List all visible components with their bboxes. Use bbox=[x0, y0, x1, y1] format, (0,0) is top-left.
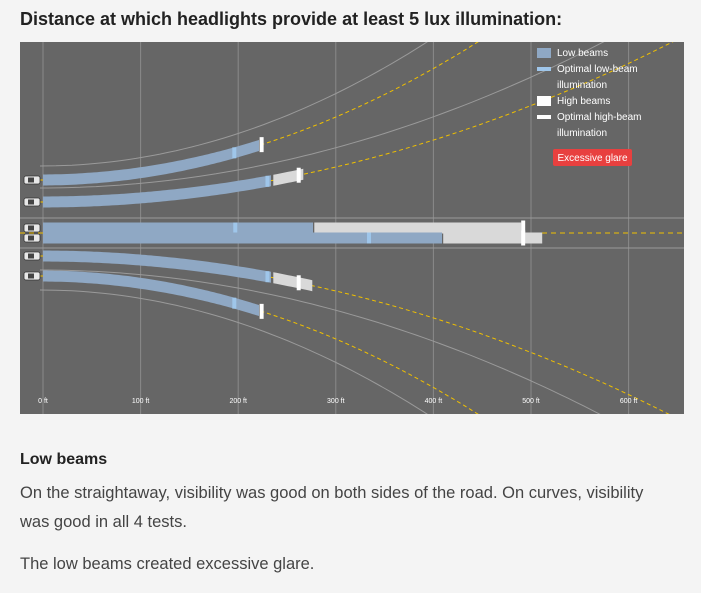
x-ticks: 0 ft 100 ft 200 ft 300 ft 400 ft 500 ft 600 ft bbox=[38, 398, 637, 405]
glare-badge-box bbox=[553, 149, 632, 166]
curve-road-edge bbox=[39, 42, 428, 167]
curve-road-edge bbox=[39, 289, 428, 414]
optimal-low-beam-marker bbox=[366, 232, 371, 244]
low-beams-paragraph-1: On the straightaway, visibility was good… bbox=[20, 484, 644, 531]
low-beams-title: Low beams bbox=[20, 451, 108, 468]
legend-label: Optimal high-beam bbox=[557, 112, 641, 123]
legend-label: Optimal low-beam bbox=[557, 64, 638, 75]
legend-label: illumination bbox=[557, 80, 607, 91]
legend-swatch-line bbox=[537, 115, 551, 119]
optimal-high-beam-marker bbox=[296, 275, 301, 291]
low-beam-bar bbox=[43, 232, 442, 244]
optimal-high-beam-marker bbox=[259, 137, 264, 153]
headlight-chart-svg: 0 ft 100 ft 200 ft 300 ft 400 ft 500 ft 600 ft… bbox=[20, 42, 684, 414]
high-beam-bar bbox=[314, 222, 522, 234]
x-tick-label: 500 ft bbox=[522, 398, 540, 405]
curve-road-edge bbox=[40, 42, 605, 189]
glare-badge-label: Excessive glare bbox=[557, 153, 627, 164]
x-tick-label: 200 ft bbox=[229, 398, 247, 405]
car-window bbox=[28, 273, 34, 279]
legend-swatch-box bbox=[537, 48, 551, 58]
x-tick-label: 300 ft bbox=[327, 398, 345, 405]
x-tick-label: 100 ft bbox=[132, 398, 150, 405]
low-beams-paragraph-2: The low beams created excessive glare. bbox=[20, 555, 315, 573]
legend-label: Low beams bbox=[557, 48, 608, 59]
legend-label: High beams bbox=[557, 96, 610, 107]
car-window bbox=[28, 199, 34, 205]
low-beam-bar bbox=[43, 175, 271, 208]
headlight-chart: 0 ft 100 ft 200 ft 300 ft 400 ft 500 ft 600 ft… bbox=[20, 42, 684, 414]
legend: Low beams Optimal low-beam illumination Hig… bbox=[537, 48, 641, 139]
optimal-low-beam-marker bbox=[233, 222, 238, 234]
optimal-low-beam-marker bbox=[265, 271, 270, 283]
optimal-low-beam-marker bbox=[232, 147, 237, 159]
x-tick-label: 0 ft bbox=[38, 398, 48, 405]
high-beam-bar bbox=[273, 168, 304, 186]
optimal-high-beam-marker bbox=[296, 167, 301, 183]
high-beam-bar bbox=[443, 232, 543, 244]
legend-label: illumination bbox=[557, 128, 607, 139]
optimal-high-beam-marker bbox=[521, 220, 526, 236]
car-window bbox=[28, 177, 34, 183]
car-window bbox=[28, 253, 34, 259]
legend-swatch-box bbox=[537, 96, 551, 106]
legend-swatch-line bbox=[537, 67, 551, 71]
curve-road-edge bbox=[40, 269, 601, 414]
low-beam-bar bbox=[43, 140, 259, 186]
car-window bbox=[28, 225, 34, 231]
glare-badge: Excessive glare bbox=[553, 149, 632, 166]
high-beam-bar bbox=[273, 272, 313, 292]
optimal-low-beam-marker bbox=[265, 175, 270, 187]
car-window bbox=[28, 235, 34, 241]
chart-heading: Distance at which headlights provide at … bbox=[20, 9, 563, 29]
optimal-low-beam-marker bbox=[232, 297, 237, 309]
x-tick-label: 400 ft bbox=[425, 398, 443, 405]
cars bbox=[23, 175, 41, 281]
beam-bars bbox=[43, 137, 543, 319]
low-beam-bar bbox=[43, 270, 259, 316]
optimal-high-beam-marker bbox=[521, 230, 526, 246]
low-beam-bar bbox=[43, 222, 313, 234]
x-tick-label: 600 ft bbox=[620, 398, 638, 405]
low-beam-bar bbox=[43, 250, 271, 283]
optimal-high-beam-marker bbox=[259, 303, 264, 319]
